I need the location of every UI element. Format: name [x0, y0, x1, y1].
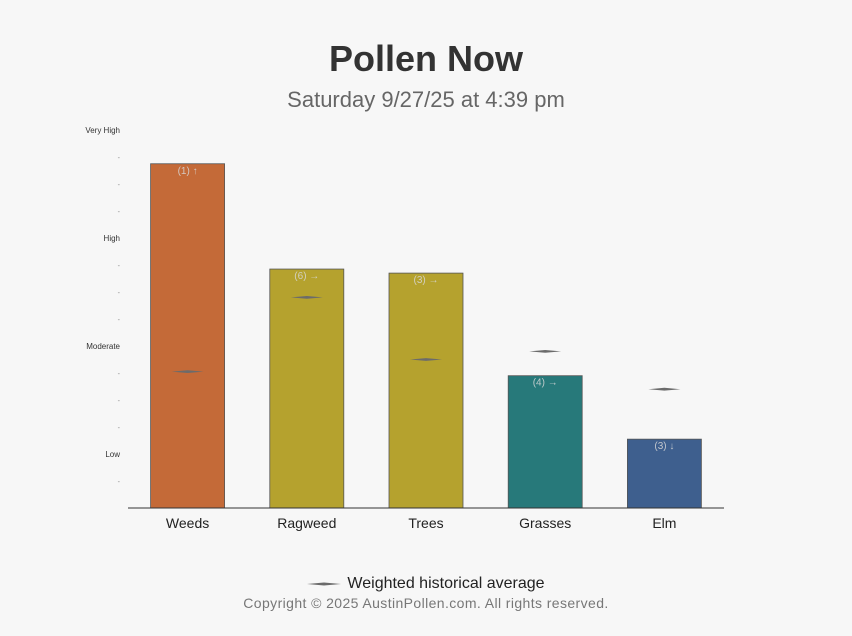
x-tick-label: Ragweed: [277, 515, 336, 531]
bar-data-label: (1) ↑: [178, 166, 198, 177]
historical-average-marker: [648, 387, 681, 391]
historical-average-marker: [171, 370, 204, 374]
chart-subtitle: Saturday 9/27/25 at 4:39 pm: [287, 87, 565, 112]
x-tick-label: Elm: [652, 515, 676, 531]
bar-data-label: (4) →: [533, 378, 558, 389]
y-tick-label: -: [118, 182, 121, 189]
copyright: Copyright © 2025 AustinPollen.com. All r…: [243, 595, 609, 611]
y-tick-label: -: [118, 209, 121, 216]
historical-average-marker: [410, 358, 442, 361]
x-tick-label: Grasses: [519, 515, 571, 531]
bar-trees: [388, 272, 464, 509]
legend-label: Weighted historical average: [347, 575, 545, 592]
y-tick-label: Low: [105, 450, 120, 459]
y-tick-label: -: [118, 317, 121, 324]
legend: Weighted historical average: [0, 575, 852, 593]
chart-title: Pollen Now: [328, 38, 523, 79]
y-tick-label: Moderate: [86, 342, 120, 351]
bar-weeds: [150, 163, 226, 509]
bar-grasses: [507, 375, 583, 509]
x-tick-label: Weeds: [166, 515, 209, 531]
y-tick-label: -: [118, 479, 121, 486]
historical-average-legend-icon: [307, 582, 342, 586]
y-tick-label: -: [118, 425, 121, 432]
y-tick-label: -: [118, 371, 121, 378]
y-tick-label: High: [104, 234, 120, 243]
y-tick-label: Very High: [85, 126, 120, 135]
x-tick-label: Trees: [408, 515, 443, 531]
y-tick-label: -: [118, 263, 121, 270]
bar-data-label: (6) →: [294, 271, 319, 282]
y-tick-label: -: [118, 398, 121, 405]
bar-data-label: (3) ↓: [654, 441, 674, 452]
historical-average-marker: [290, 296, 323, 299]
historical-average-marker: [529, 350, 562, 353]
bar-data-label: (3) →: [414, 275, 439, 286]
y-tick-label: -: [118, 290, 121, 297]
y-tick-label: -: [118, 155, 121, 162]
bar-ragweed: [269, 268, 345, 509]
